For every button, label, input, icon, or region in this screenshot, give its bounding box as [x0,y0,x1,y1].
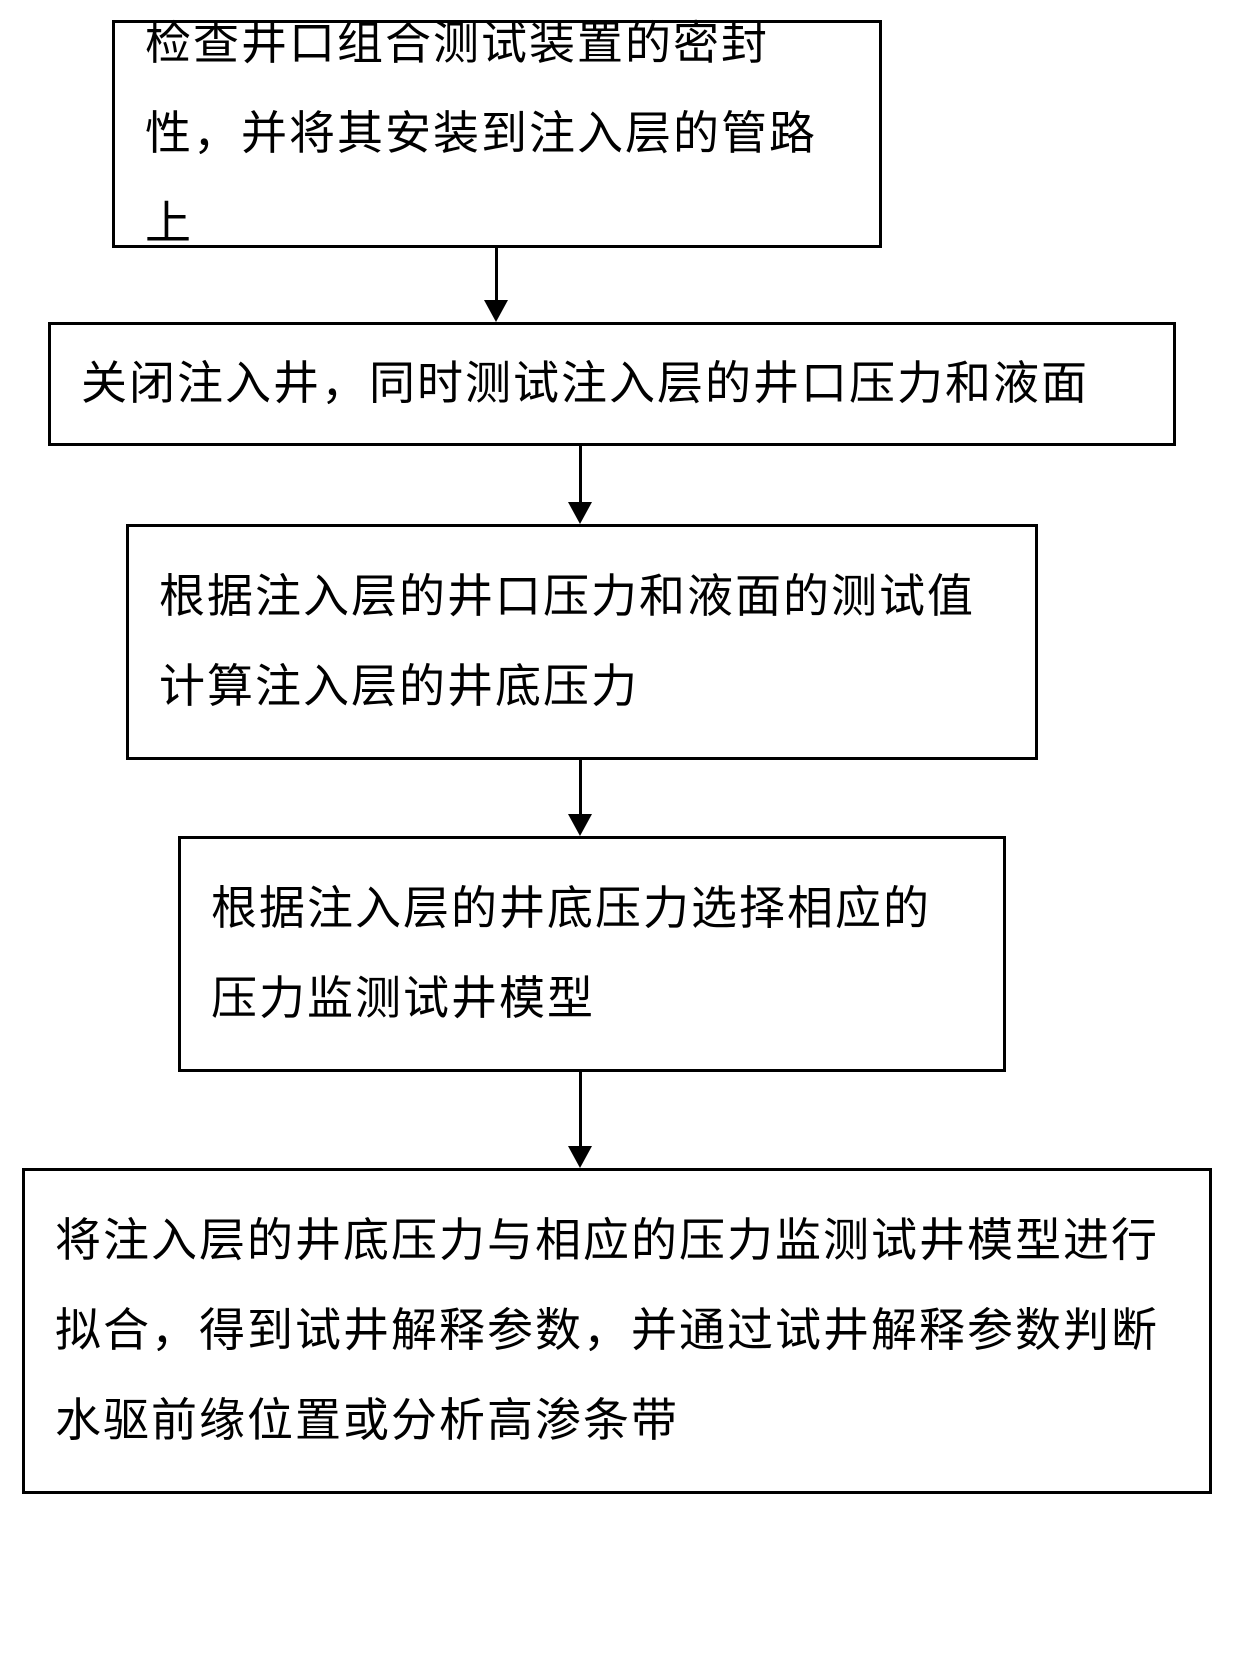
arrow-4-5-line [579,1072,582,1146]
arrow-3-4-line [579,760,582,814]
flowchart-container: 检查井口组合测试装置的密封性，并将其安装到注入层的管路上 关闭注入井，同时测试注… [0,0,1240,1657]
flowchart-step-5: 将注入层的井底压力与相应的压力监测试井模型进行拟合，得到试井解释参数，并通过试井… [22,1168,1212,1494]
arrow-3-4-head [568,814,592,836]
arrow-4-5-head [568,1146,592,1168]
flowchart-step-4: 根据注入层的井底压力选择相应的压力监测试井模型 [178,836,1006,1072]
flowchart-step-2-text: 关闭注入井，同时测试注入层的井口压力和液面 [81,339,1089,429]
arrow-2-3-head [568,502,592,524]
arrow-2-3-line [579,446,582,502]
flowchart-step-3: 根据注入层的井口压力和液面的测试值计算注入层的井底压力 [126,524,1038,760]
arrow-1-2-head [484,300,508,322]
arrow-1-2-line [495,248,498,300]
flowchart-step-1: 检查井口组合测试装置的密封性，并将其安装到注入层的管路上 [112,20,882,248]
flowchart-step-1-text: 检查井口组合测试装置的密封性，并将其安装到注入层的管路上 [145,0,849,269]
flowchart-step-2: 关闭注入井，同时测试注入层的井口压力和液面 [48,322,1176,446]
flowchart-step-3-text: 根据注入层的井口压力和液面的测试值计算注入层的井底压力 [159,552,1005,731]
flowchart-step-4-text: 根据注入层的井底压力选择相应的压力监测试井模型 [211,864,973,1043]
flowchart-step-5-text: 将注入层的井底压力与相应的压力监测试井模型进行拟合，得到试井解释参数，并通过试井… [55,1196,1179,1465]
